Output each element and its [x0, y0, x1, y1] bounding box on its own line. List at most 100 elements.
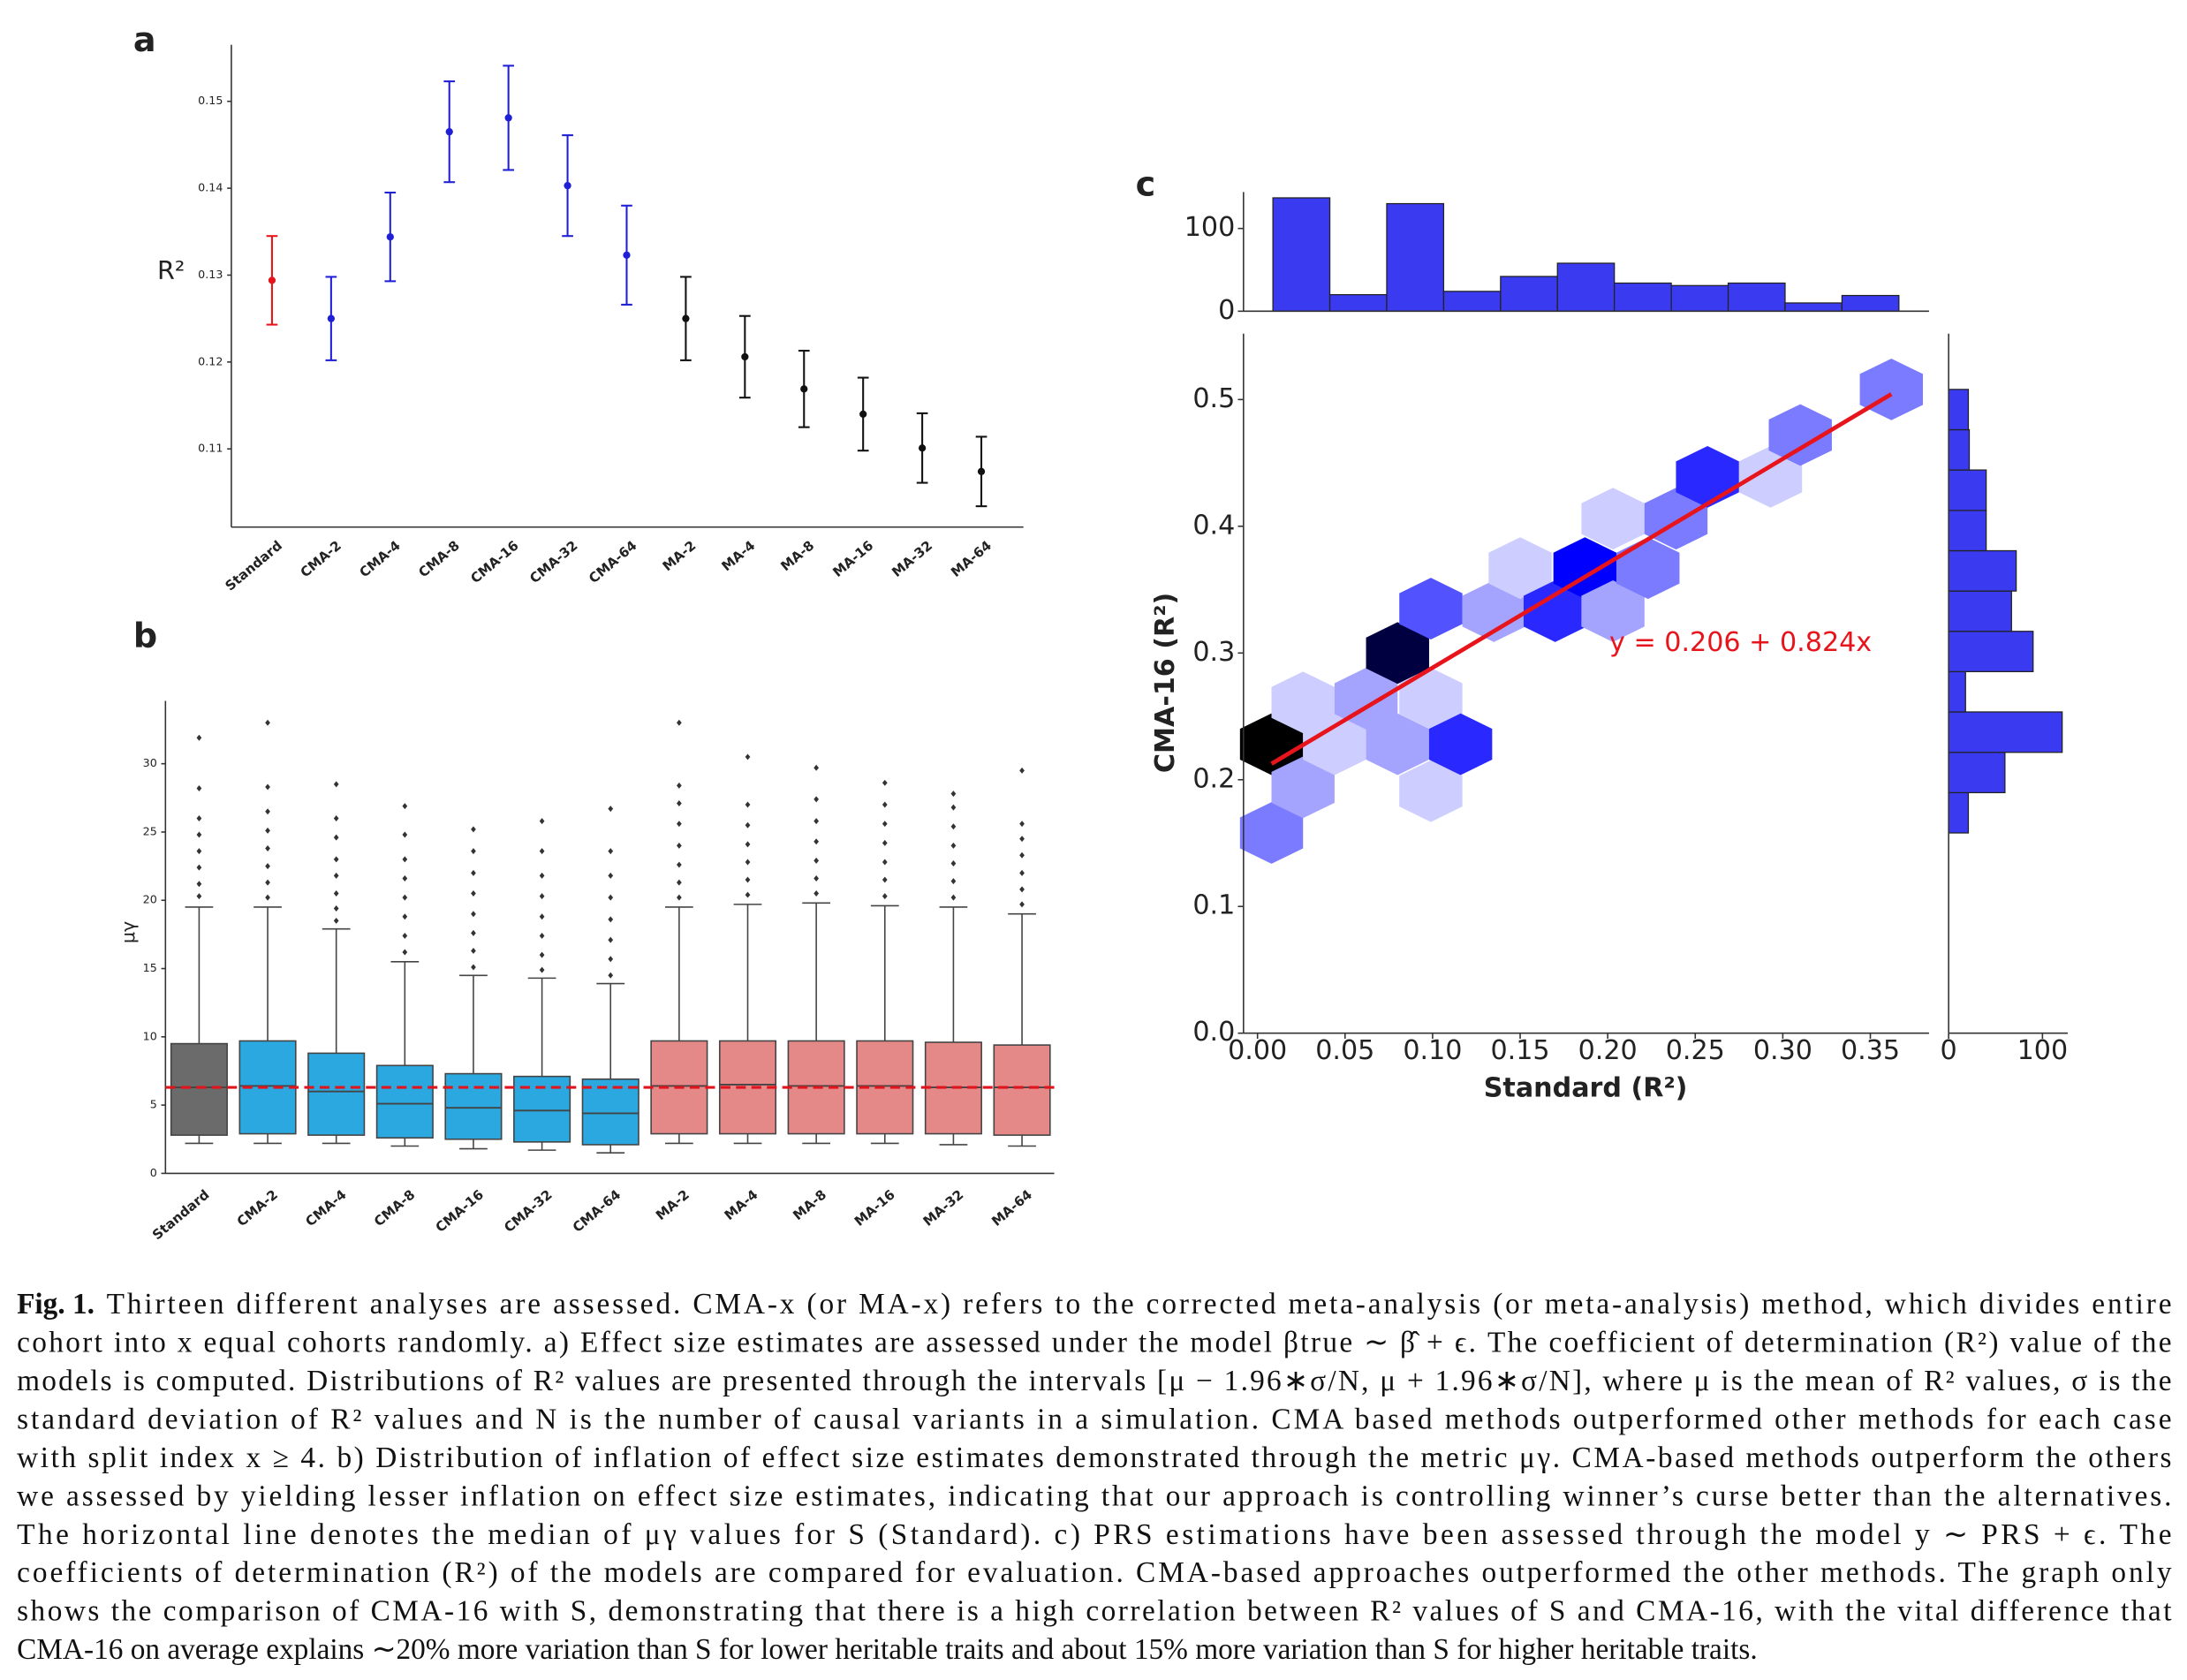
y-tick-label: 0.15	[198, 94, 223, 107]
flier	[677, 821, 682, 828]
hexbin-cell	[1366, 622, 1429, 685]
flier	[539, 966, 545, 973]
histogram-bar	[1272, 197, 1331, 312]
hexbin-cell	[1523, 580, 1587, 642]
y-tick-label: 0.14	[198, 181, 223, 194]
flier	[471, 826, 476, 833]
histogram-bar	[1784, 302, 1843, 312]
point	[504, 114, 512, 122]
y-tick-label: 0.4	[1192, 510, 1235, 541]
flier	[677, 842, 682, 849]
flier	[402, 875, 408, 882]
histogram-bar	[1556, 262, 1616, 312]
box	[375, 1064, 434, 1139]
y-tick-label: 25	[143, 824, 157, 837]
y-axis-label: μγ	[117, 921, 139, 943]
point	[859, 410, 867, 418]
histogram-bar	[1500, 276, 1558, 312]
histogram-bar	[1948, 428, 1971, 471]
y-axis-label: CMA-16 (R²)	[1150, 593, 1181, 773]
x-tick-label: 0.05	[1315, 1035, 1374, 1066]
caption-line: coefficients of determination (R²) of th…	[17, 1556, 2172, 1589]
flier	[539, 951, 545, 958]
x-tick-label: 0.25	[1666, 1035, 1725, 1066]
y-tick-label: 100	[1184, 212, 1236, 243]
hexbin-cell	[1366, 713, 1429, 776]
caption-line: cohort into x equal cohorts randomly. a)…	[17, 1326, 2171, 1358]
flier	[265, 894, 270, 901]
x-axis-label: Standard (R²)	[1484, 1073, 1688, 1104]
hexbin-cell	[1239, 713, 1304, 776]
y-tick-label: 10	[143, 1029, 157, 1042]
histogram-bar	[1948, 469, 1987, 511]
flier	[677, 879, 682, 886]
flier	[196, 893, 202, 900]
histogram-bar	[1670, 284, 1729, 312]
y-tick-label: 5	[150, 1098, 157, 1111]
box	[993, 1044, 1051, 1136]
x-tick-label: 0	[1941, 1035, 1957, 1066]
box	[581, 1078, 639, 1146]
flier	[814, 857, 820, 864]
flier	[471, 890, 476, 897]
caption-line: shows the comparison of CMA-16 with S, d…	[17, 1595, 2172, 1628]
flier	[196, 815, 202, 821]
histogram-bar	[1841, 294, 1900, 312]
flier	[265, 719, 270, 726]
flier	[608, 894, 614, 901]
flier	[539, 932, 545, 939]
panel-label: c	[1136, 165, 1156, 204]
x-tick-label: 100	[2017, 1035, 2069, 1066]
hexbin-cell	[1553, 537, 1617, 600]
flier	[196, 881, 202, 888]
caption-line: The horizontal line denotes the median o…	[17, 1518, 2171, 1551]
hexbin-cell	[1399, 760, 1463, 822]
hexbin-cell	[1462, 580, 1526, 642]
histogram-bar	[1948, 549, 2017, 592]
histogram-bar	[1442, 291, 1502, 312]
flier	[265, 808, 270, 815]
flier	[333, 890, 339, 897]
flier	[608, 872, 614, 879]
panel-label: a	[133, 20, 156, 59]
flier	[402, 932, 408, 939]
x-tick-label: 0.10	[1403, 1035, 1462, 1066]
flier	[196, 864, 202, 871]
flier	[539, 913, 545, 920]
y-tick-label: 0	[1218, 295, 1235, 326]
hexbin-cell	[1768, 404, 1832, 466]
y-tick-label: 0.12	[198, 354, 223, 367]
flier	[402, 803, 408, 810]
flier	[265, 863, 270, 870]
point	[682, 314, 690, 322]
hexbin-cell	[1399, 578, 1463, 639]
flier	[471, 929, 476, 936]
flier	[265, 783, 270, 791]
x-tick-label: 0.30	[1753, 1035, 1812, 1066]
flier	[608, 916, 614, 923]
histogram-bar	[1948, 631, 2034, 673]
caption-line: standard deviation of R² values and N is…	[17, 1403, 2171, 1435]
flier	[333, 872, 339, 879]
flier	[677, 894, 682, 901]
y-tick-label: 15	[143, 961, 157, 974]
flier	[677, 800, 682, 806]
point	[918, 444, 927, 452]
flier	[471, 964, 476, 971]
box	[307, 1052, 366, 1136]
hexbin-cell	[1738, 445, 1803, 508]
y-axis-label: R²	[157, 255, 185, 285]
y-tick-label: 20	[143, 893, 157, 906]
flier	[333, 781, 339, 788]
point	[623, 251, 631, 259]
y-tick-label: 0.5	[1192, 383, 1235, 414]
y-tick-label: 0.11	[198, 442, 223, 455]
flier	[196, 734, 202, 741]
flier	[333, 856, 339, 863]
flier	[196, 831, 202, 838]
histogram-bar	[1948, 510, 1987, 552]
box	[170, 1042, 228, 1136]
caption-label: Fig. 1.	[17, 1288, 95, 1321]
flier	[333, 834, 339, 841]
